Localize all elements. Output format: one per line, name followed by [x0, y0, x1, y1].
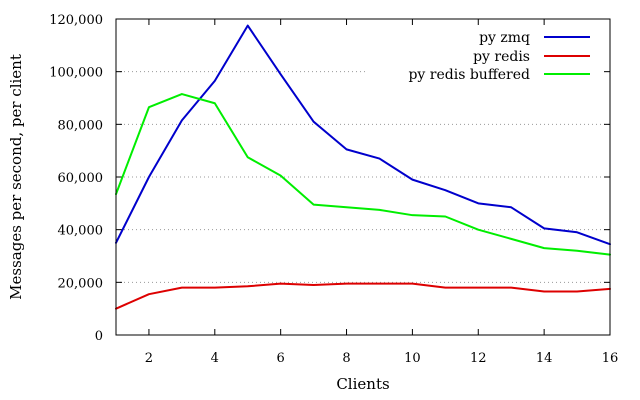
legend-label: py redis — [473, 49, 530, 65]
series-lines — [115, 24, 611, 310]
y-tick-label: 0 — [95, 329, 103, 344]
x-tick-label: 10 — [404, 351, 421, 366]
legend-label: py zmq — [479, 30, 530, 46]
tick-labels: 0 20,000 40,000 60,000 80,000 100,000 120,000 2… — [49, 13, 618, 366]
y-tick-label: 100,000 — [49, 66, 103, 81]
x-tick-label: 4 — [211, 351, 219, 366]
y-tick-label: 40,000 — [58, 224, 104, 239]
plot-area-frame — [115, 18, 611, 336]
series-line-3 — [115, 93, 611, 256]
x-tick-label: 14 — [536, 351, 553, 366]
series-line-2 — [115, 282, 611, 310]
legend-label: py redis buffered — [408, 67, 530, 83]
y-tick-label: 60,000 — [58, 171, 104, 186]
x-tick-label: 8 — [342, 351, 350, 366]
y-tick-label: 120,000 — [49, 13, 103, 28]
y-tick-label: 20,000 — [58, 276, 104, 291]
gridlines — [116, 71, 610, 283]
x-tick-label: 16 — [602, 351, 619, 366]
y-axis-title: Messages per second, per client — [7, 54, 25, 300]
x-tick-label: 12 — [470, 351, 487, 366]
x-tick-label: 6 — [277, 351, 285, 366]
series-line-1 — [115, 24, 611, 246]
x-tick-label: 2 — [145, 351, 153, 366]
x-axis-title: Clients — [336, 375, 389, 393]
legend: py zmq py redis py redis buffered — [408, 30, 590, 83]
y-tick-label: 80,000 — [58, 118, 104, 133]
